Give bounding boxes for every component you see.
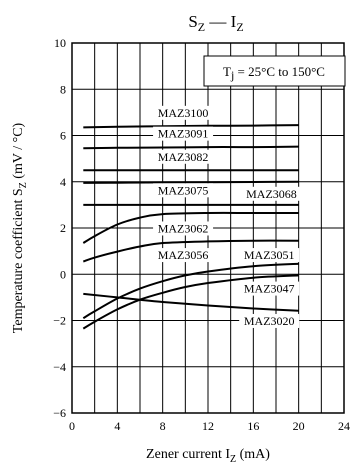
series-line-maz3100	[83, 124, 299, 129]
chart-title: SZ — IZ	[188, 12, 243, 34]
x-tick-labels: 0 4 8 12 16 20 24	[69, 419, 350, 433]
condition-text: Tj = 25°C to 150°C	[223, 64, 325, 82]
x-tick-label: 12	[202, 419, 214, 433]
y-tick-label: 6	[60, 129, 66, 143]
series-label-maz3068: MAZ3068	[246, 187, 297, 201]
series-label-maz3091: MAZ3091	[158, 127, 209, 141]
series-label-bg	[153, 221, 214, 236]
series-line-maz3091	[83, 145, 299, 150]
series-line-maz3051	[82, 262, 299, 320]
series-line-maz3075	[83, 180, 299, 184]
x-tick-label: 24	[338, 419, 350, 433]
series-label-maz3075: MAZ3075	[158, 183, 209, 197]
y-tick-label: 4	[60, 175, 66, 189]
series-label-group: MAZ3100 MAZ3091 MAZ3082 MAZ3075 MAZ3068 MAZ30…	[153, 105, 302, 328]
series-line-maz3020	[83, 292, 299, 312]
series-label-maz3082: MAZ3082	[158, 150, 209, 164]
x-tick-label: 16	[247, 419, 259, 433]
series-label-bg	[153, 149, 214, 164]
series-line-maz3062	[82, 211, 299, 244]
series-line-maz3056	[82, 239, 299, 263]
series-line-maz3047	[82, 274, 299, 330]
y-tick-label: 10	[54, 36, 66, 50]
series-label-bg	[239, 281, 300, 296]
series-label-maz3020: MAZ3020	[244, 314, 295, 328]
series-label-maz3047: MAZ3047	[244, 282, 295, 296]
series-label-bg	[239, 313, 300, 328]
y-tick-label: 0	[60, 267, 66, 281]
series-label-maz3100: MAZ3100	[158, 106, 209, 120]
series-label-bg	[153, 126, 214, 141]
series-group	[82, 124, 299, 330]
x-tick-label: 20	[293, 419, 305, 433]
series-label-bg	[153, 248, 214, 263]
y-tick-label: −2	[53, 314, 66, 328]
x-tick-label: 4	[114, 419, 120, 433]
series-label-bg	[153, 183, 214, 198]
x-tick-label: 8	[160, 419, 166, 433]
series-label-maz3051: MAZ3051	[244, 248, 295, 262]
x-tick-label: 0	[69, 419, 75, 433]
y-tick-label: 2	[60, 221, 66, 235]
series-label-bg	[239, 248, 300, 263]
y-tick-label: −6	[53, 406, 66, 420]
series-label-maz3062: MAZ3062	[158, 221, 209, 235]
plot-frame	[71, 42, 345, 414]
series-label-bg	[153, 105, 214, 120]
condition-box: Tj = 25°C to 150°C	[203, 55, 346, 87]
y-tick-labels: −6 −4 −2 0 2 4 6 8 10	[53, 36, 66, 420]
y-axis-label: Temperature coefficient SZ (mV / °C)	[11, 122, 29, 333]
x-axis-label: Zener current IZ (mA)	[146, 447, 270, 465]
series-label-maz3056: MAZ3056	[158, 248, 209, 262]
series-label-bg	[241, 186, 302, 201]
y-tick-label: −4	[53, 360, 66, 374]
y-tick-label: 8	[60, 82, 66, 96]
